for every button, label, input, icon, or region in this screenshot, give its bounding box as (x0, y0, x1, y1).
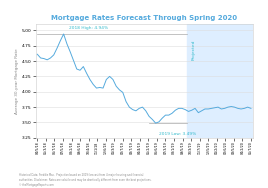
Text: Historical Data: Freddie Mac.  Projection based on 2019 forecast from 4 major ho: Historical Data: Freddie Mac. Projection… (19, 173, 151, 187)
Y-axis label: Average 30-year Mortgage Rate: Average 30-year Mortgage Rate (15, 48, 19, 114)
Title: Mortgage Rates Forecast Through Spring 2020: Mortgage Rates Forecast Through Spring 2… (51, 15, 237, 21)
Text: 2018 High: 4.94%: 2018 High: 4.94% (69, 26, 108, 30)
Text: 2019 Low: 3.49%: 2019 Low: 3.49% (159, 132, 196, 136)
Text: Projected: Projected (192, 39, 196, 60)
Bar (187, 24, 252, 138)
